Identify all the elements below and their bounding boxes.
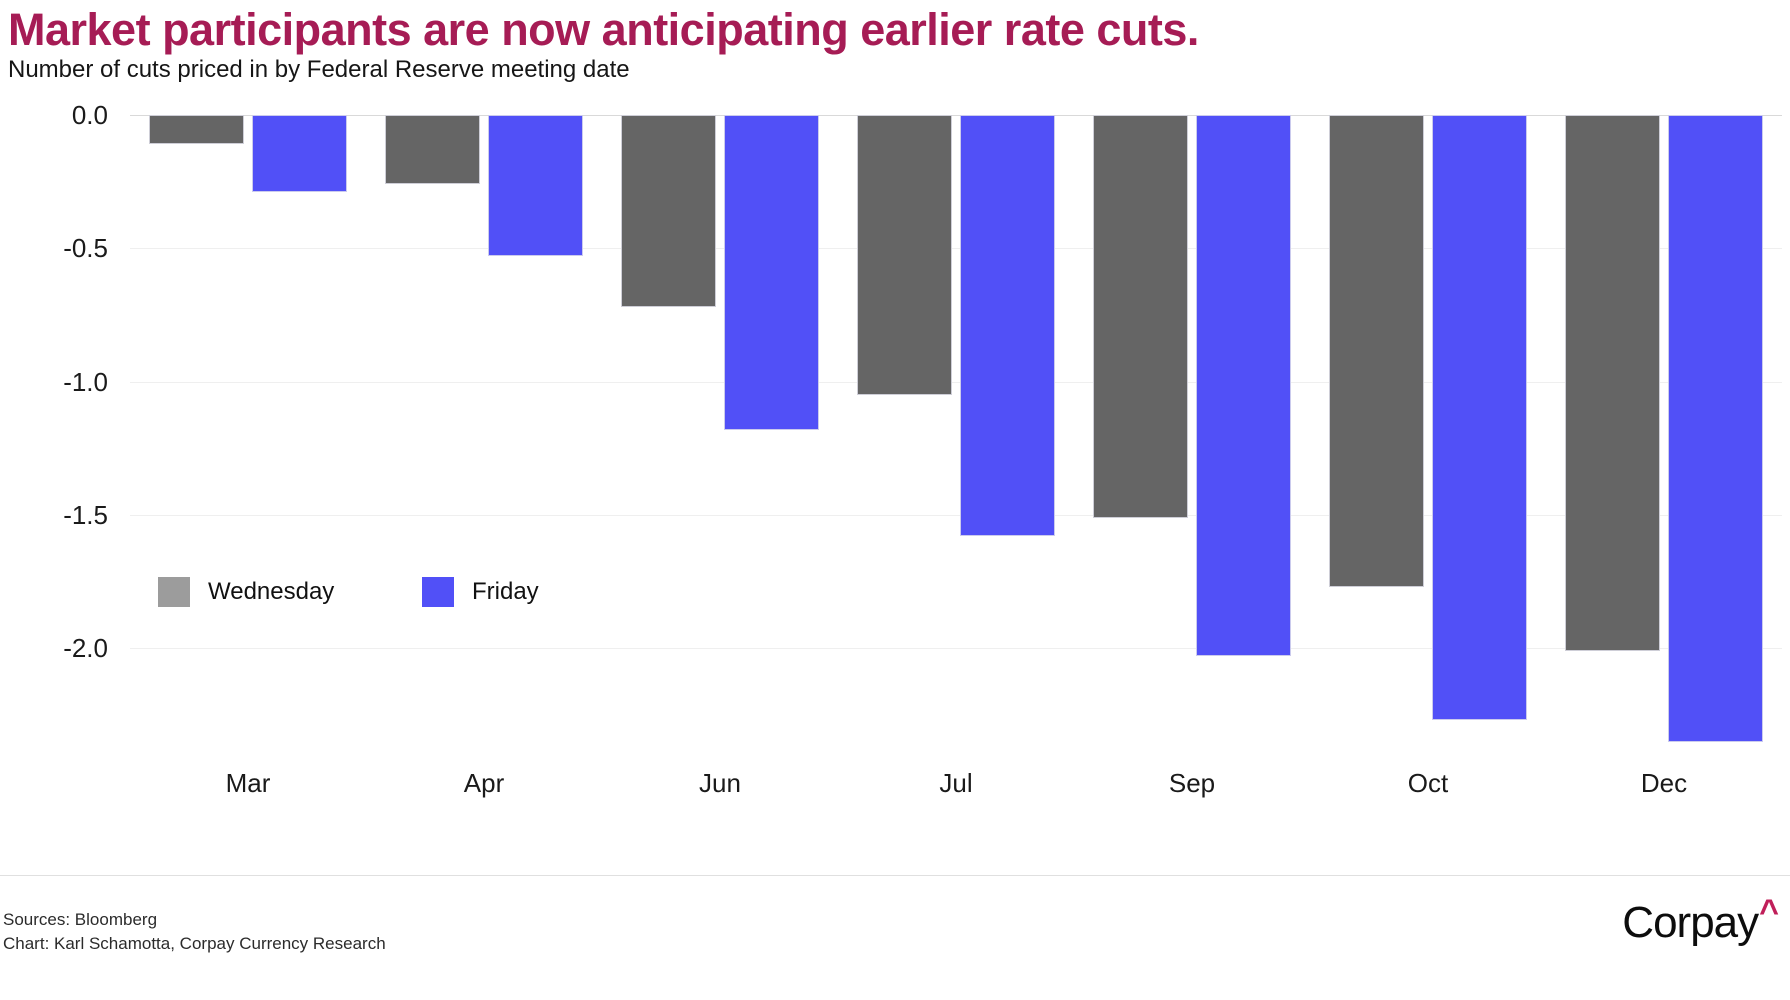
y-tick-label: -2.0 <box>63 633 108 664</box>
plot-area <box>130 115 1782 755</box>
bar-wednesday-mar <box>149 115 244 145</box>
x-axis-label-mar: Mar <box>225 768 271 798</box>
x-axis-label-oct: Oct <box>1407 768 1449 798</box>
bar-friday-apr <box>488 115 583 257</box>
x-axis-label-jul: Jul <box>939 768 973 798</box>
corpay-logo-caret-icon: ^ <box>1759 893 1779 931</box>
bar-wednesday-jul <box>857 115 952 395</box>
gridline--1.5 <box>130 515 1782 516</box>
x-axis-label-apr: Apr <box>463 768 505 798</box>
x-axis-label-jun: Jun <box>699 768 741 798</box>
bar-wednesday-apr <box>385 115 480 185</box>
bar-friday-oct <box>1432 115 1527 721</box>
chart-subtitle: Number of cuts priced in by Federal Rese… <box>8 56 630 83</box>
bar-friday-jun <box>724 115 819 430</box>
bar-group-oct <box>1310 115 1546 755</box>
bar-friday-jul <box>960 115 1055 537</box>
corpay-logo: Corpay^ <box>1622 893 1779 948</box>
bar-group-sep <box>1074 115 1310 755</box>
legend-item-wednesday: Wednesday <box>158 577 334 607</box>
footer-sources: Sources: Bloomberg <box>3 910 158 929</box>
bar-group-dec <box>1546 115 1782 755</box>
x-axis-label-sep: Sep <box>1168 768 1216 798</box>
legend-item-friday: Friday <box>422 577 539 607</box>
x-axis-label-dec: Dec <box>1640 768 1688 798</box>
bar-group-apr <box>366 115 602 755</box>
gridline--0.5 <box>130 248 1782 250</box>
legend-label: Wednesday <box>208 578 335 605</box>
bar-wednesday-sep <box>1093 115 1188 518</box>
y-tick-label: -1.5 <box>63 500 108 530</box>
bar-group-mar <box>130 115 366 755</box>
chart-title: Market participants are now anticipating… <box>8 4 1199 55</box>
legend-label: Friday <box>472 578 539 605</box>
y-tick-label: -0.5 <box>63 233 108 264</box>
gridline-0.0 <box>130 115 1782 116</box>
bar-group-jun <box>602 115 838 755</box>
bar-friday-mar <box>252 115 347 193</box>
gridline--2.0 <box>130 648 1782 650</box>
gridline--1.0 <box>130 381 1782 383</box>
bar-wednesday-jun <box>621 115 716 307</box>
bar-wednesday-oct <box>1329 115 1424 587</box>
bar-friday-dec <box>1668 115 1763 742</box>
footer-divider <box>0 875 1790 876</box>
bar-friday-sep <box>1196 115 1291 657</box>
legend-swatch-friday <box>422 577 454 607</box>
bar-group-jul <box>838 115 1074 755</box>
bar-wednesday-dec <box>1565 115 1660 651</box>
footer-credit: Chart: Karl Schamotta, Corpay Currency R… <box>3 934 386 953</box>
legend-swatch-wednesday <box>158 577 190 607</box>
y-tick-label: -1.0 <box>63 366 108 397</box>
corpay-logo-text: Corpay <box>1622 898 1759 947</box>
y-tick-label: 0.0 <box>71 100 108 130</box>
